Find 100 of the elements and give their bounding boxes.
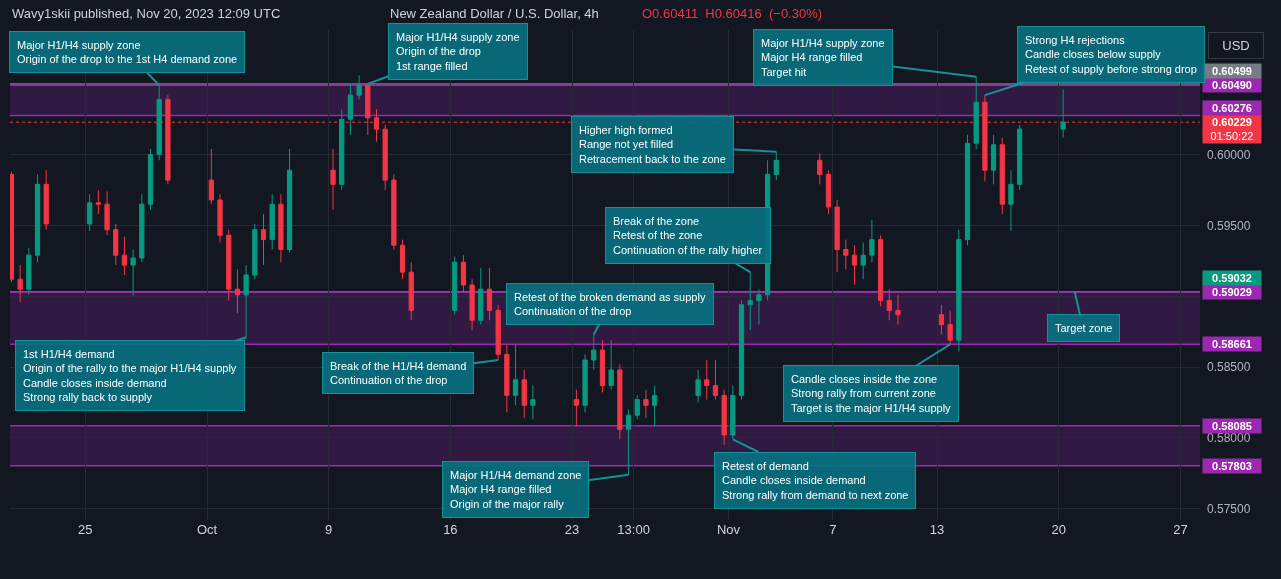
- x-tick-label: 9: [325, 522, 333, 537]
- ref-line-label: 0.59032: [1212, 272, 1252, 284]
- y-tick-label: 0.58000: [1207, 431, 1251, 446]
- candlestick: [860, 241, 866, 280]
- candlestick: [591, 333, 597, 371]
- candlestick: [278, 193, 284, 263]
- candlestick: [330, 148, 336, 211]
- candlestick: [408, 261, 414, 321]
- candlestick: [843, 239, 849, 270]
- candlestick: [756, 288, 762, 326]
- candlestick: [573, 389, 580, 428]
- candlestick: [391, 173, 397, 251]
- ref-line-label: 0.60499: [1212, 65, 1252, 77]
- y-tick-label: 0.60000: [1207, 147, 1251, 162]
- candlestick: [486, 267, 493, 321]
- candlestick: [712, 359, 719, 401]
- x-tick-label: 27: [1173, 522, 1188, 537]
- annotation: Break of the H1/H4 demand Continuation of the drop: [330, 360, 467, 387]
- candlestick: [252, 223, 258, 280]
- candlestick: [825, 169, 832, 215]
- y-tick-label: 0.59500: [1207, 218, 1251, 233]
- candlestick: [26, 247, 32, 296]
- annotation: Retest of the broken demand as supply Continuation of the drop: [514, 291, 706, 318]
- candlestick: [217, 193, 223, 243]
- annotation: Major H1/H4 supply zone Origin of the drop to the 1st H4 demand zone: [17, 39, 238, 66]
- candlestick: [999, 137, 1005, 215]
- candlestick: [156, 84, 162, 161]
- candlestick: [87, 193, 93, 232]
- annotation: Major H1/H4 demand zone Major H4 range filled Origin of the major rally: [450, 469, 582, 510]
- candlestick: [147, 148, 154, 211]
- candlestick: [947, 309, 953, 345]
- candlestick: [226, 229, 232, 301]
- candlestick: [460, 254, 467, 293]
- candlestick: [643, 389, 649, 419]
- candlestick: [747, 271, 753, 331]
- candlestick: [869, 219, 875, 263]
- annotation: Major H1/H4 supply zone Major H4 range filled Target hit: [761, 37, 885, 78]
- y-tick-label: 0.58500: [1207, 360, 1251, 375]
- candlestick: [990, 134, 997, 185]
- text: 01:50:22: [1210, 130, 1254, 142]
- x-tick-label: 16: [443, 522, 458, 537]
- candlestick: [582, 353, 588, 413]
- candlestick: [130, 249, 136, 297]
- annotation: Major H1/H4 supply zone Origin of the drop 1st range filled: [396, 31, 520, 72]
- candlestick: [721, 389, 727, 446]
- ref-line-label: 0.57803: [1212, 460, 1252, 472]
- annotation: Target zone: [1055, 322, 1113, 334]
- candlestick: [347, 83, 354, 136]
- candlestick: [599, 339, 606, 394]
- candlestick: [1060, 88, 1066, 139]
- candlestick: [817, 152, 823, 185]
- candlestick: [773, 151, 779, 181]
- x-tick-label: 20: [1051, 522, 1066, 537]
- annotation: Higher high formed Range not yet filled Retracement back to the zone: [579, 124, 726, 165]
- ref-line-label: 0.58085: [1212, 420, 1252, 432]
- x-tick-label: Oct: [196, 522, 218, 537]
- x-tick-label: 7: [829, 522, 837, 537]
- x-tick-label: 13: [929, 522, 945, 537]
- x-tick-label: 23: [564, 522, 580, 537]
- candlestick: [452, 256, 458, 316]
- candlestick: [938, 304, 945, 335]
- candlestick: [269, 193, 275, 251]
- x-tick-label: Nov: [716, 522, 741, 537]
- candlestick: [208, 148, 214, 205]
- ref-line-label: 0.60229: [1212, 116, 1252, 128]
- candlestick: [10, 171, 15, 283]
- annotation: Retest of demand Candle closes inside demand Strong rally from demand to next zone: [722, 460, 909, 501]
- annotation: Break of the zone Retest of the zone Continuation of the rally higher: [613, 215, 763, 256]
- ref-line-label: 0.60490: [1212, 79, 1252, 91]
- candlestick: [469, 278, 475, 331]
- candlestick: [113, 223, 119, 266]
- candlestick: [851, 244, 858, 286]
- chart-title: New Zealand Dollar / U.S. Dollar, 4h: [390, 5, 599, 21]
- candlestick: [625, 409, 632, 476]
- x-tick-label: 13:00: [617, 522, 650, 537]
- candlestick: [17, 264, 23, 303]
- candlestick: [260, 213, 267, 266]
- ref-line-label: 0.59029: [1212, 286, 1252, 298]
- candlestick: [382, 124, 388, 191]
- candlestick: [730, 384, 736, 440]
- ref-line-label: 0.60276: [1212, 102, 1252, 114]
- candlestick: [608, 339, 614, 391]
- text: Wavy1skii published, Nov 20, 2023 12:09 UTC: [12, 6, 281, 21]
- candlestick: [634, 394, 640, 420]
- candlestick: [495, 304, 501, 361]
- candlestick: [139, 193, 145, 263]
- candlestick: [1008, 169, 1014, 232]
- annotation: 1st H1/H4 demand Origin of the rally to the major H1/H4 supply Candle closes inside demand Strong rally back to supply: [23, 348, 237, 403]
- candlestick: [964, 134, 971, 246]
- candlestick: [895, 294, 901, 326]
- candlestick: [339, 108, 345, 191]
- annotation: Candle closes inside the zone Strong rally from current zone Target is the major H1/H4 supply: [791, 373, 952, 414]
- y-tick-label: 0.57500: [1207, 501, 1251, 516]
- candlestick: [738, 299, 745, 401]
- candlestick: [704, 359, 710, 401]
- candlestick: [504, 343, 510, 413]
- candlestick: [1017, 124, 1023, 191]
- candlestick: [399, 239, 406, 280]
- candlestick: [512, 343, 519, 406]
- text: USD: [1222, 38, 1250, 53]
